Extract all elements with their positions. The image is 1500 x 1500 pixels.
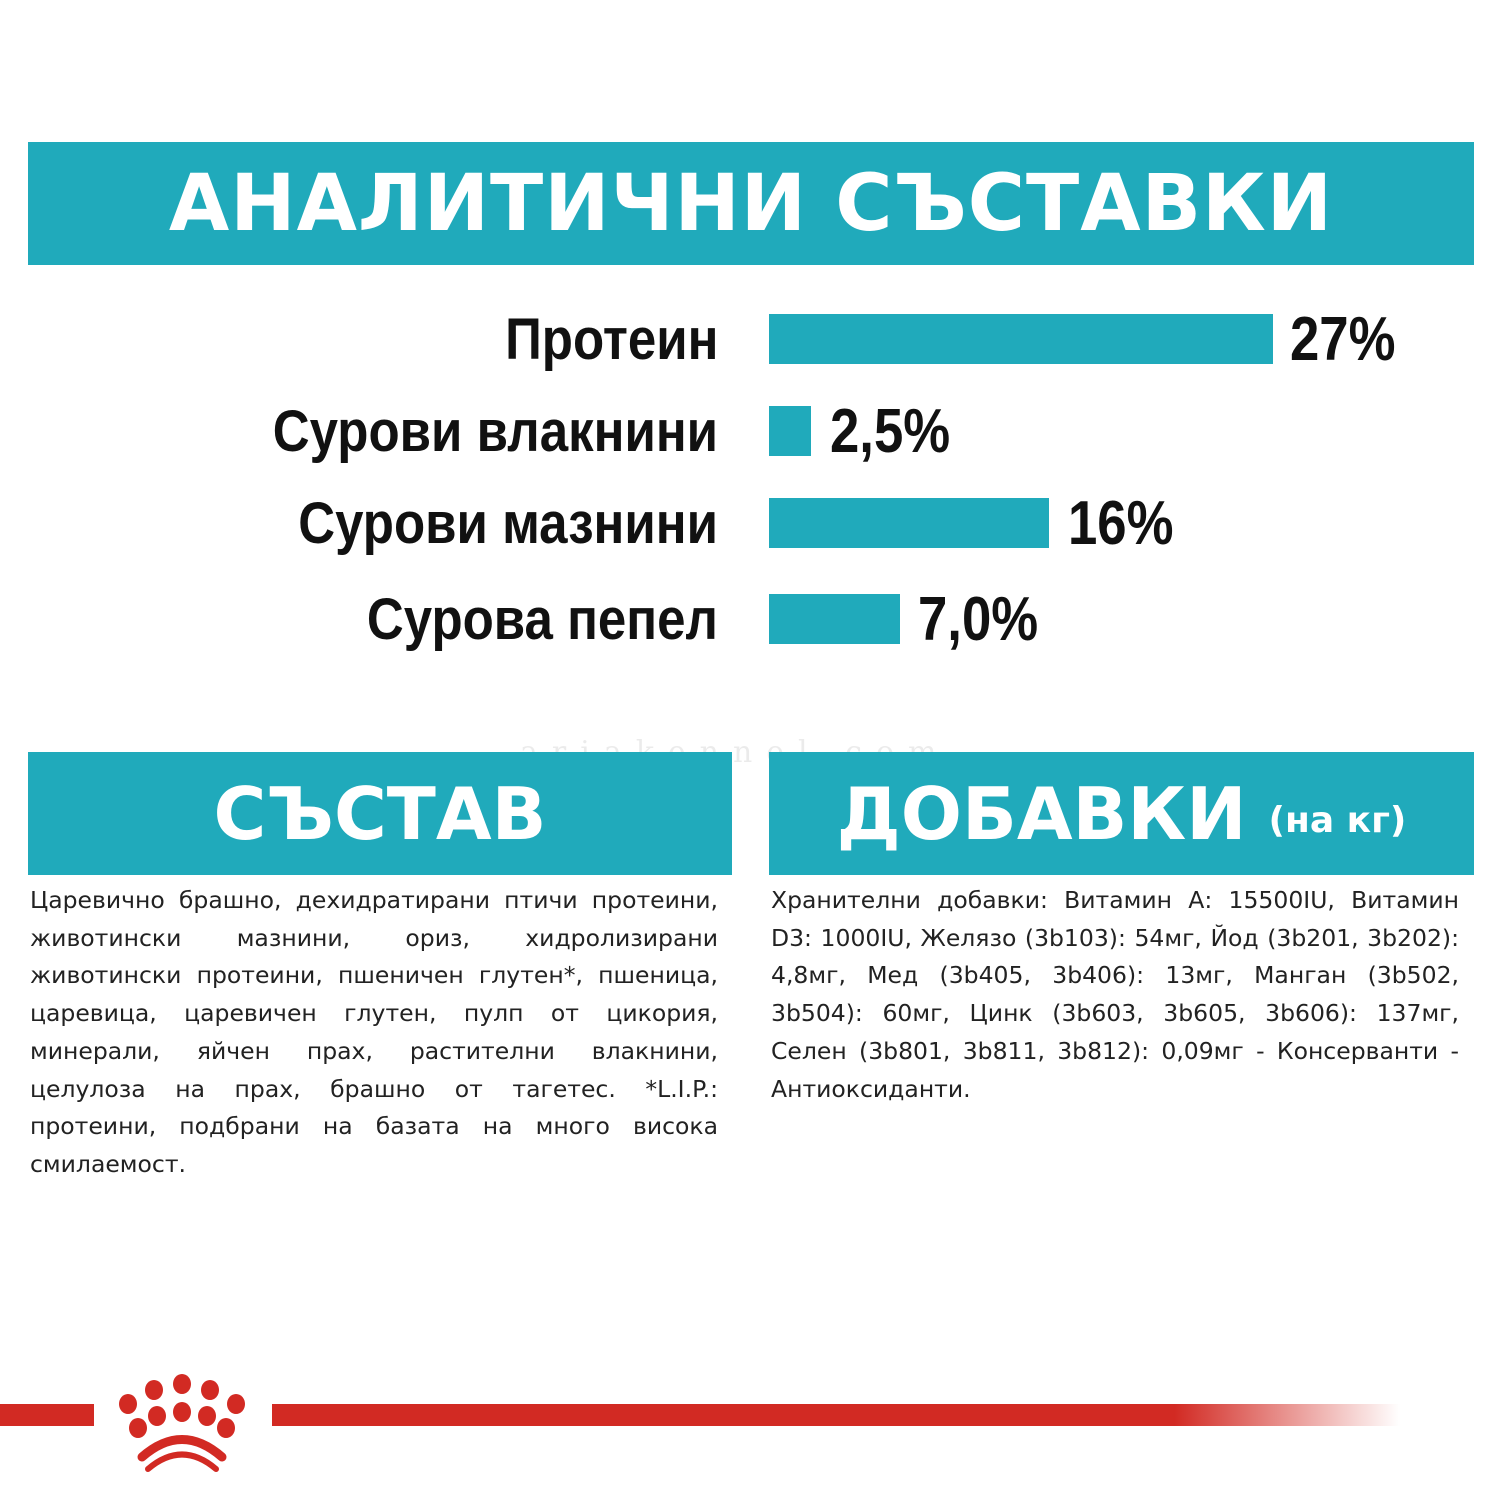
chart-row-protein: Протеин 27%	[0, 305, 1500, 374]
chart-row-ash: Сурова пепел 7,0%	[0, 585, 1500, 654]
bar-ash	[769, 594, 900, 644]
brand-stripe-right	[272, 1404, 1400, 1426]
analytical-constituents-banner: АНАЛИТИЧНИ СЪСТАВКИ	[28, 142, 1474, 265]
additives-subtitle: (на кг)	[1268, 800, 1407, 841]
chart-row-fat: Сурови мазнини 16%	[0, 489, 1500, 558]
bar-protein	[769, 314, 1273, 364]
additives-title: ДОБАВКИ	[836, 771, 1247, 856]
banner-title: АНАЛИТИЧНИ СЪСТАВКИ	[168, 158, 1334, 249]
additives-text: Хранителни добавки: Витамин А: 15500IU, …	[771, 886, 1459, 1103]
row-value: 2,5%	[830, 397, 951, 466]
chart-row-fibre: Сурови влакнини 2,5%	[0, 397, 1500, 466]
row-value: 27%	[1290, 305, 1396, 374]
row-label: Сурови влакнини	[272, 399, 718, 464]
row-label: Сурова пепел	[366, 587, 718, 652]
brand-stripe-left	[0, 1404, 94, 1426]
row-value: 16%	[1068, 489, 1174, 558]
bar-fat	[769, 498, 1049, 548]
composition-text: Царевично брашно, дехидратирани птичи пр…	[30, 886, 718, 1178]
composition-title: СЪСТАВ	[213, 771, 547, 856]
composition-banner: СЪСТАВ	[28, 752, 732, 875]
row-label: Сурови мазнини	[298, 491, 718, 556]
row-value: 7,0%	[918, 585, 1039, 654]
royal-crown-icon	[119, 1374, 245, 1472]
bar-fibre	[769, 406, 811, 456]
additives-banner: ДОБАВКИ (на кг)	[769, 752, 1474, 875]
row-label: Протеин	[504, 307, 718, 372]
